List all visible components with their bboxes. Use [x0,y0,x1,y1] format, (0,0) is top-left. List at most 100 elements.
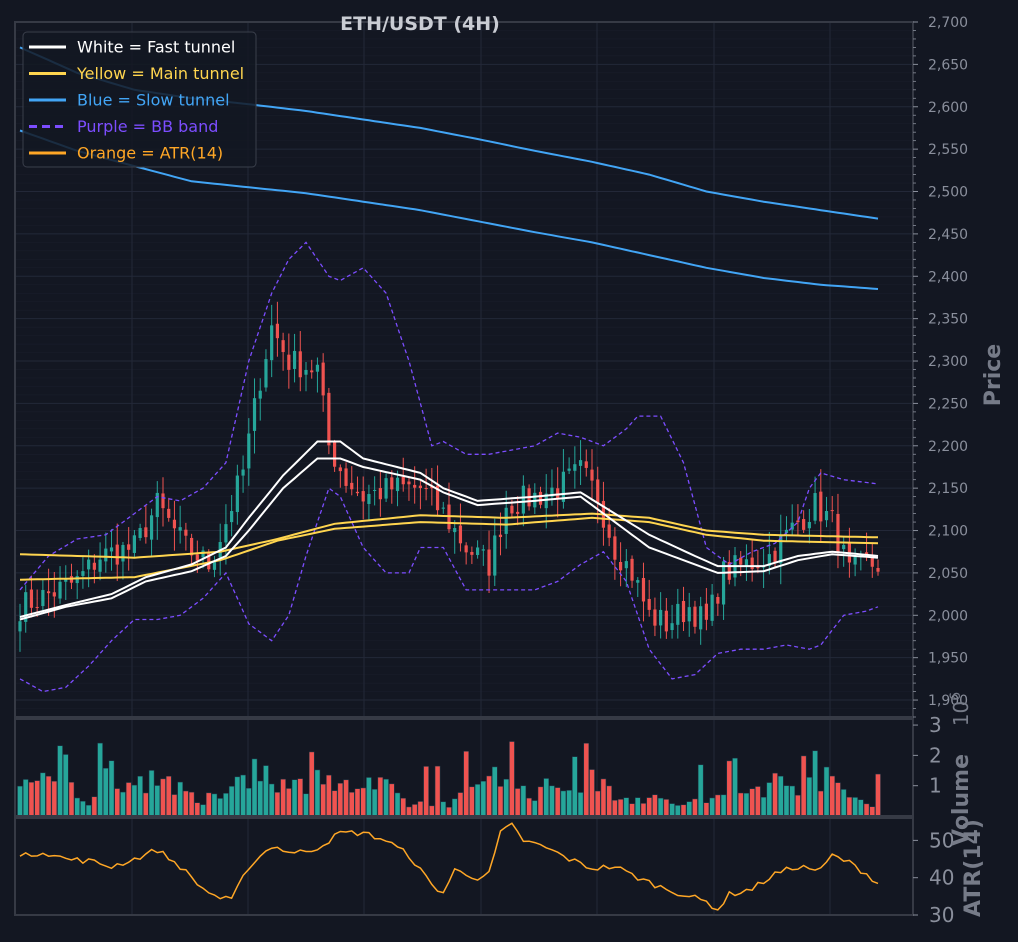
candle-body [390,477,394,490]
candle-body [435,485,440,511]
candle-body [281,340,285,352]
volume-bar [755,786,761,817]
volume-bar [583,743,590,817]
volume-tick-label: 3 [929,713,942,737]
volume-bar [171,794,178,817]
volume-bar [806,777,813,817]
volume-bar [869,806,876,817]
volume-bar [114,788,120,817]
volume-bar [503,778,509,817]
volume-bar [63,754,69,817]
price-tick-label: 2,400 [928,269,968,285]
volume-bar [789,785,795,817]
volume-bar [451,798,458,817]
volume-bar [331,790,338,817]
exponent-power: 6 [948,692,964,701]
volume-bar [68,781,75,817]
candle-body [607,524,611,538]
candle-body [413,484,417,488]
volume-bar [160,778,166,817]
volume-bar [228,786,235,817]
volume-bar [657,797,664,817]
price-tick-label: 2,250 [928,396,968,412]
volume-bar [274,792,281,817]
volume-bar [349,792,355,817]
volume-bar [154,785,161,817]
chart-title: ETH/USDT (4H) [340,13,500,35]
candle-body [578,460,583,466]
candle-body [155,492,159,518]
candle-body [167,508,171,518]
candle-body [29,589,34,608]
volume-bar [480,780,487,817]
candle-body [407,481,411,485]
price-panel [18,46,880,693]
candle-body [538,491,543,505]
volume-bar [766,782,773,817]
volume-bar [97,742,103,817]
fast-tunnel-upper [19,440,879,618]
volume-bar [600,778,607,817]
candle-body [687,607,691,622]
candle-body [721,561,726,605]
volume-bar [206,792,212,817]
volume-bar [623,797,630,817]
price-tick-label: 1,900 [928,693,968,709]
exponent-base: 10 [949,701,973,726]
volume-bar [463,751,469,817]
volume-bar [697,764,704,817]
candle-body [784,529,789,534]
volume-bar [720,794,727,817]
volume-bar [726,760,733,817]
volume-bar [715,794,721,817]
price-tick-label: 2,500 [928,185,968,201]
atr-panel-border [14,817,914,916]
volume-bar [537,786,544,817]
candle-body [676,603,680,625]
candle-body [584,461,588,468]
volume-bar [263,765,269,817]
volume-bar [514,788,521,817]
candle-body [264,359,268,388]
candle-body [373,489,377,491]
volume-bar [709,797,715,817]
candle-body [338,467,342,472]
candle-body [144,527,148,538]
candle-body [333,442,337,467]
candle-body [773,550,777,563]
candle-body [424,488,428,490]
candle-body [52,592,56,597]
candle-body [659,609,663,626]
candle-body [510,505,514,514]
candle-body [310,370,314,373]
volume-bar [572,756,578,817]
price-tick-label: 2,600 [928,100,968,116]
volume-bar [85,804,92,817]
legend-box [22,31,257,168]
candle-body [847,541,851,563]
legend-entry-label: Blue = Slow tunnel [77,91,230,110]
price-tick-label: 2,000 [928,608,968,624]
volume-bar [875,773,881,817]
volume-bar [520,785,527,817]
volume-bar [640,803,647,817]
volume-bar [429,805,435,817]
candle-body [836,513,840,553]
candle-body [453,528,457,533]
volume-bar [125,782,132,817]
candle-body [693,606,697,627]
volume-bar [183,790,189,817]
candle-body [619,561,623,571]
candle-body [367,494,371,504]
bb-lower-band [19,487,879,693]
candle-body [270,325,274,361]
candle-body [516,511,520,514]
volume-bar [137,775,143,817]
candle-body [184,529,188,536]
axes: 1,900 1,950 2,000 2,050 2,100 2,150 2,200 2,250… [913,15,1006,927]
volume-bar [554,787,561,817]
price-tick-label: 2,350 [928,312,968,328]
volume-bar [389,783,395,817]
volume-bar [532,800,538,817]
candle-body [750,557,754,570]
